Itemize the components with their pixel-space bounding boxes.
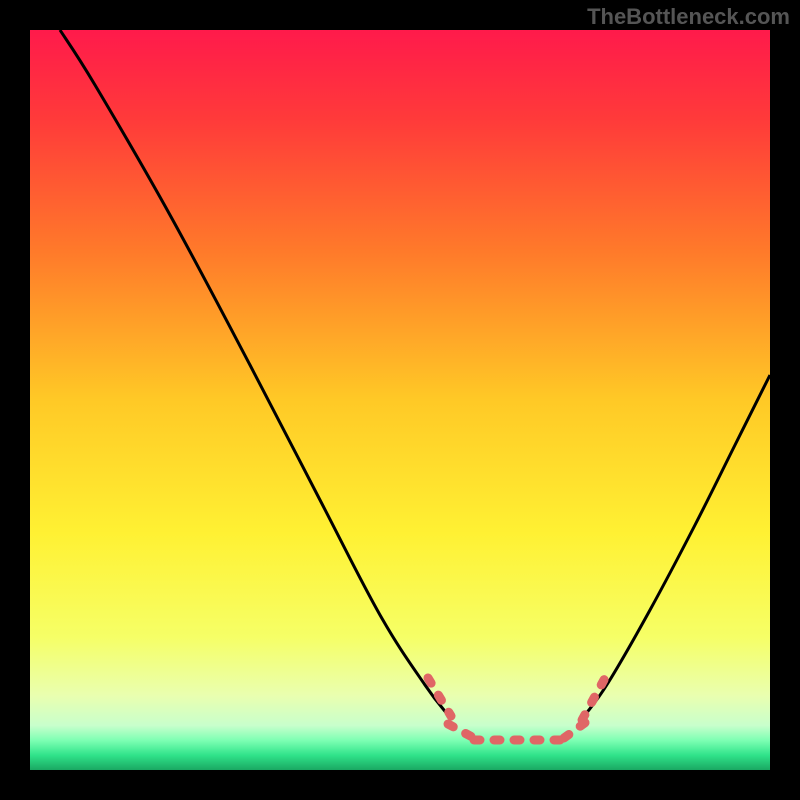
watermark-text: TheBottleneck.com bbox=[587, 4, 790, 30]
chart-outer-frame: TheBottleneck.com bbox=[0, 0, 800, 800]
curve-right-branch bbox=[585, 375, 770, 715]
curve-left-branch bbox=[60, 30, 448, 715]
tolerance-band-segment bbox=[448, 724, 474, 738]
tolerance-band-segment bbox=[582, 678, 605, 720]
chart-curve-layer bbox=[30, 30, 770, 770]
tolerance-band-segment bbox=[428, 678, 451, 716]
chart-plot-area bbox=[30, 30, 770, 770]
